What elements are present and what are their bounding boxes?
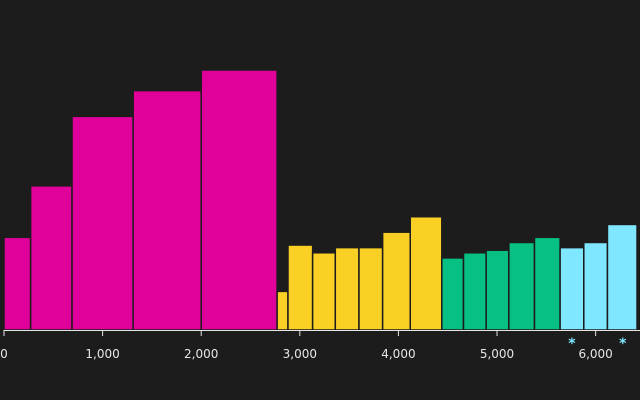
x-tick-label-3: 3,000 (283, 347, 317, 361)
x-tick-label-4: 4,000 (381, 347, 415, 361)
x-axis-ticks: 0 1,000 2,000 3,000 4,000 5,000 6,000 (0, 330, 613, 361)
x-tick-label-5: 5,000 (480, 347, 514, 361)
asterisk-marker-1: * (619, 336, 627, 352)
bar-6 (287, 244, 314, 331)
bar-2 (71, 115, 134, 331)
bar-8 (334, 246, 360, 331)
bar-11 (409, 215, 443, 331)
bar-10 (381, 231, 412, 331)
bar-18 (583, 241, 609, 331)
bar-5 (276, 290, 289, 331)
bar-3 (132, 89, 202, 331)
bar-7 (311, 252, 337, 331)
bar-13 (462, 252, 487, 331)
bar-12 (441, 257, 465, 331)
bar-16 (533, 236, 561, 331)
x-tick-label-6: 6,000 (578, 347, 612, 361)
bar-4 (200, 69, 278, 331)
bars-layer (3, 69, 638, 331)
bar-17 (559, 246, 585, 331)
x-tick-label-1: 1,000 (85, 347, 119, 361)
bar-14 (485, 249, 510, 331)
markers-layer: * * (568, 336, 627, 352)
x-tick-label-0: 0 (0, 347, 8, 361)
bar-19 (606, 223, 638, 331)
bar-1 (29, 185, 73, 331)
bar-15 (508, 241, 536, 331)
x-tick-label-2: 2,000 (184, 347, 218, 361)
bar-9 (358, 246, 384, 331)
asterisk-marker-0: * (568, 336, 576, 352)
bar-0 (3, 236, 32, 331)
